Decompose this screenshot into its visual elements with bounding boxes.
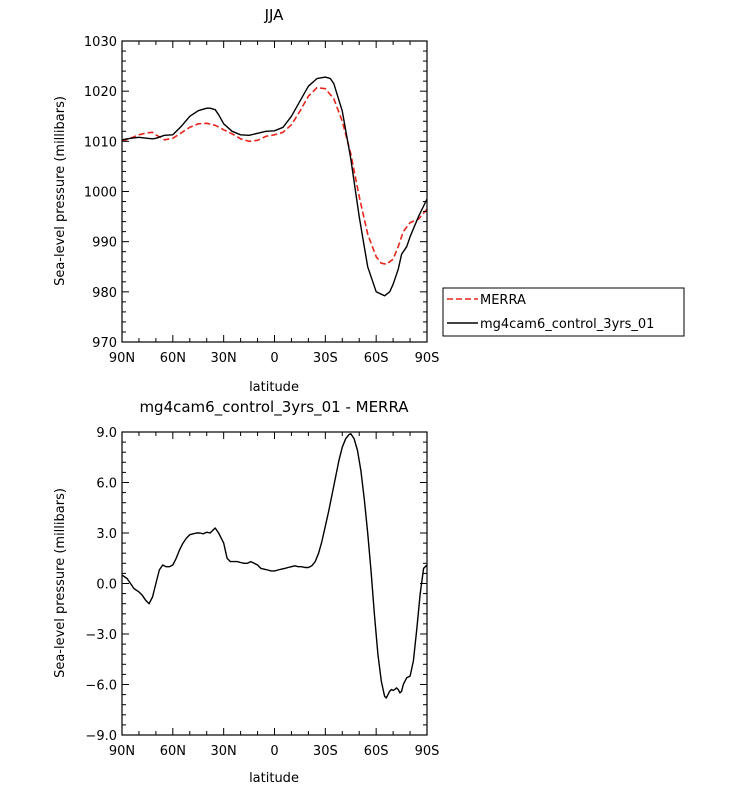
bottom-y-tick-label: −6.0 xyxy=(85,679,117,694)
bottom-ticks xyxy=(121,431,428,736)
top-ticks xyxy=(121,40,428,343)
legend: MERRA mg4cam6_control_3yrs_01 xyxy=(442,287,685,337)
top-x-tick-label: 90S xyxy=(415,351,440,366)
top-y-axis-label: Sea-level pressure (millibars) xyxy=(53,96,68,286)
bottom-title: mg4cam6_control_3yrs_01 - MERRA xyxy=(139,398,409,417)
bottom-series-line-0 xyxy=(121,433,428,699)
top-y-tick-label: 1020 xyxy=(84,85,117,100)
legend-label-merra: MERRA xyxy=(480,293,526,308)
bottom-panel: mg4cam6_control_3yrs_01 - MERRA −9.0 −6.0… xyxy=(53,398,439,786)
top-x-tick-label: 60S xyxy=(364,351,389,366)
legend-label-model: mg4cam6_control_3yrs_01 xyxy=(480,317,654,332)
top-series-line-1-mg4cam6-control-3yrs-01 xyxy=(121,76,428,297)
top-y-tick-label: 990 xyxy=(92,236,117,251)
top-series-layer xyxy=(121,76,428,297)
top-x-axis-label: latitude xyxy=(249,380,299,395)
bottom-y-axis-label: Sea-level pressure (millibars) xyxy=(53,488,68,678)
top-panel: JJA 970 980 990 1000 1010 1020 1030 90N 60N 30N 0… xyxy=(53,6,685,395)
bottom-y-tick-label: 3.0 xyxy=(96,527,117,542)
top-plot-frame xyxy=(121,40,428,343)
top-y-tick-label: 1000 xyxy=(84,186,117,201)
bottom-x-tick-labels: 90N 60N 30N 0 30S 60S 90S xyxy=(109,744,440,759)
top-y-tick-label: 1010 xyxy=(84,135,117,150)
top-x-tick-labels: 90N 60N 30N 0 30S 60S 90S xyxy=(109,351,440,366)
top-y-tick-label: 1030 xyxy=(84,35,117,50)
bottom-y-tick-label: 6.0 xyxy=(96,477,117,492)
top-x-tick-label: 30N xyxy=(211,351,237,366)
top-x-tick-label: 0 xyxy=(270,351,278,366)
top-x-tick-label: 90N xyxy=(109,351,135,366)
top-x-tick-label: 30S xyxy=(313,351,338,366)
bottom-y-tick-label: 9.0 xyxy=(96,426,117,441)
bottom-x-tick-label: 30S xyxy=(313,744,338,759)
bottom-y-tick-label: 0.0 xyxy=(96,578,117,593)
top-y-tick-label: 980 xyxy=(92,286,117,301)
bottom-x-tick-label: 90S xyxy=(415,744,440,759)
bottom-x-tick-label: 0 xyxy=(270,744,278,759)
bottom-x-axis-label: latitude xyxy=(249,771,299,786)
top-x-tick-label: 60N xyxy=(160,351,186,366)
bottom-series-layer xyxy=(121,433,428,699)
bottom-x-tick-label: 90N xyxy=(109,744,135,759)
top-title: JJA xyxy=(264,6,285,24)
bottom-plot-frame xyxy=(121,431,428,736)
bottom-x-tick-label: 60S xyxy=(364,744,389,759)
bottom-y-tick-label: −3.0 xyxy=(85,628,117,643)
top-y-tick-label: 970 xyxy=(92,336,117,351)
bottom-x-tick-label: 30N xyxy=(211,744,237,759)
legend-box xyxy=(442,287,685,337)
top-y-tick-labels: 970 980 990 1000 1010 1020 1030 xyxy=(84,35,117,351)
top-series-line-0-merra xyxy=(121,86,428,266)
bottom-y-tick-label: −9.0 xyxy=(85,729,117,744)
bottom-y-tick-labels: −9.0 −6.0 −3.0 0.0 3.0 6.0 9.0 xyxy=(85,426,117,744)
bottom-x-tick-label: 60N xyxy=(160,744,186,759)
